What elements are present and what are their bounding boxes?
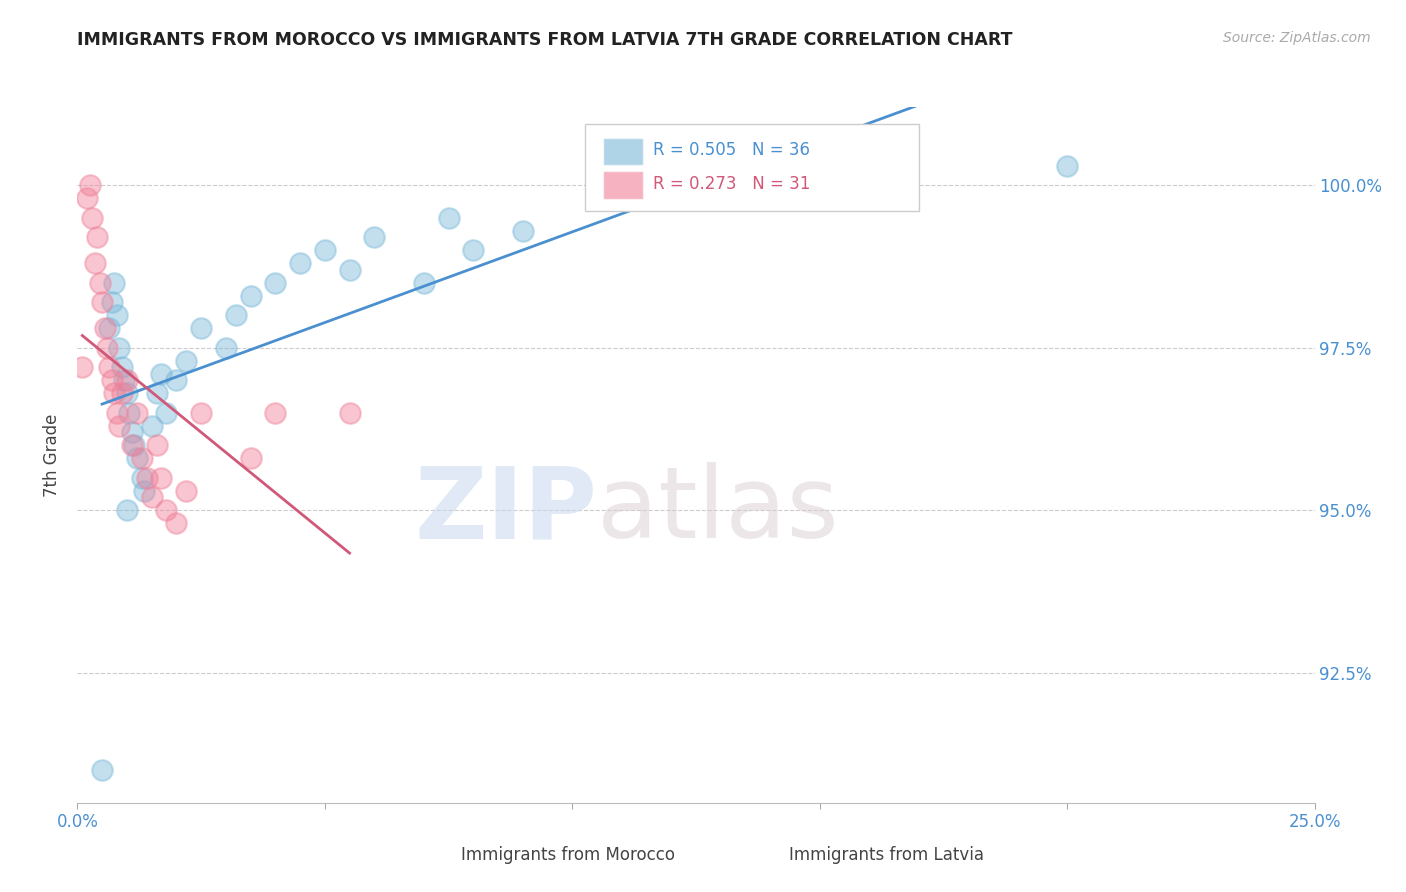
Point [83, 256, 105, 270]
Point [190, 321, 212, 335]
Point [437, 211, 460, 225]
Point [363, 230, 385, 244]
Point [115, 373, 138, 387]
Point [314, 243, 336, 257]
Point [121, 425, 143, 439]
Text: ZIP: ZIP [415, 462, 598, 559]
Point [112, 373, 135, 387]
Point [190, 406, 212, 420]
Point [165, 516, 187, 531]
Y-axis label: 7th Grade: 7th Grade [44, 413, 62, 497]
Point [339, 406, 361, 420]
Point [165, 373, 187, 387]
Point [82, 211, 104, 225]
Point [135, 471, 157, 485]
FancyBboxPatch shape [603, 137, 643, 166]
Point [108, 418, 131, 433]
Point [150, 367, 173, 381]
Point [145, 438, 167, 452]
Point [105, 308, 128, 322]
Point [76, 191, 98, 205]
FancyBboxPatch shape [603, 171, 643, 199]
Point [101, 295, 124, 310]
Point [118, 406, 141, 420]
FancyBboxPatch shape [585, 124, 918, 211]
Point [108, 341, 131, 355]
Point [239, 451, 262, 466]
Point [141, 418, 163, 433]
Point [121, 438, 143, 452]
Point [145, 386, 167, 401]
Point [215, 341, 238, 355]
Point [463, 243, 485, 257]
Point [155, 503, 177, 517]
Text: Immigrants from Morocco: Immigrants from Morocco [461, 846, 675, 864]
FancyBboxPatch shape [422, 843, 454, 867]
Point [115, 386, 138, 401]
Point [122, 438, 145, 452]
Point [125, 451, 148, 466]
Point [155, 406, 177, 420]
Point [115, 503, 138, 517]
Point [101, 373, 124, 387]
Text: Source: ZipAtlas.com: Source: ZipAtlas.com [1223, 31, 1371, 45]
Point [93, 321, 115, 335]
Point [174, 483, 197, 498]
Point [131, 471, 153, 485]
Text: IMMIGRANTS FROM MOROCCO VS IMMIGRANTS FROM LATVIA 7TH GRADE CORRELATION CHART: IMMIGRANTS FROM MOROCCO VS IMMIGRANTS FR… [77, 31, 1012, 49]
Point [150, 471, 173, 485]
Point [264, 406, 287, 420]
Point [91, 764, 114, 778]
Point [264, 276, 287, 290]
Point [239, 288, 262, 302]
Point [141, 490, 163, 504]
Point [225, 308, 247, 322]
Point [96, 341, 118, 355]
Point [103, 276, 125, 290]
Point [91, 295, 114, 310]
Text: Immigrants from Latvia: Immigrants from Latvia [789, 846, 984, 864]
Point [72, 360, 94, 375]
Point [131, 451, 153, 466]
Text: R = 0.273   N = 31: R = 0.273 N = 31 [652, 175, 810, 193]
Point [1056, 159, 1078, 173]
Point [89, 276, 111, 290]
Point [339, 262, 361, 277]
Point [79, 178, 101, 192]
Point [125, 406, 148, 420]
Point [98, 321, 121, 335]
Point [105, 406, 128, 420]
Point [86, 230, 108, 244]
Point [512, 224, 534, 238]
Point [288, 256, 311, 270]
Point [103, 386, 125, 401]
Text: R = 0.505   N = 36: R = 0.505 N = 36 [652, 141, 810, 159]
FancyBboxPatch shape [749, 843, 782, 867]
Point [111, 360, 134, 375]
Point [98, 360, 121, 375]
Point [134, 483, 156, 498]
Text: atlas: atlas [598, 462, 838, 559]
Point [412, 276, 434, 290]
Point [111, 386, 134, 401]
Point [174, 353, 197, 368]
